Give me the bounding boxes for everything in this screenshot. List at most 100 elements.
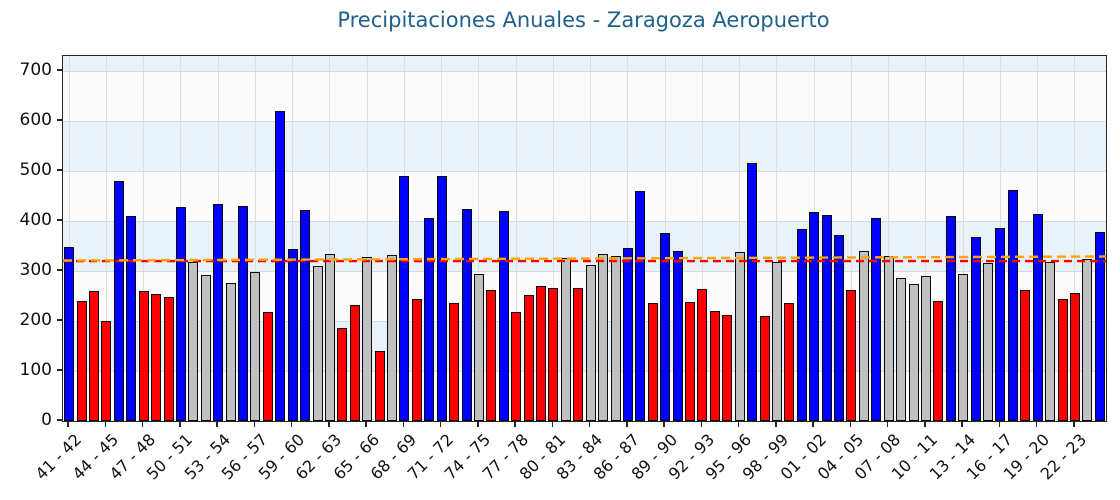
bar — [498, 210, 509, 421]
y-tick-label: 600 — [19, 110, 52, 130]
bar — [374, 350, 385, 421]
x-tick-mark — [1073, 422, 1075, 427]
bar — [871, 218, 882, 421]
bar — [660, 233, 671, 421]
bar — [200, 275, 211, 421]
y-tick-mark — [57, 269, 62, 271]
x-tick-mark — [775, 422, 777, 427]
background-band — [63, 371, 1106, 421]
bar — [362, 257, 373, 421]
y-tick-mark — [57, 219, 62, 221]
bar — [1094, 231, 1105, 421]
gridline-vertical — [105, 56, 107, 421]
chart-title: Precipitaciones Anuales - Zaragoza Aerop… — [337, 8, 830, 32]
y-tick-label: 200 — [19, 310, 52, 330]
y-tick-label: 400 — [19, 210, 52, 230]
bar — [163, 297, 174, 421]
x-tick-mark — [1035, 422, 1038, 427]
bar — [262, 311, 273, 421]
x-tick-mark — [402, 422, 405, 427]
bar — [809, 211, 820, 421]
bar — [747, 162, 758, 421]
bar — [511, 311, 522, 421]
background-band — [63, 321, 1106, 371]
x-tick-mark — [290, 422, 293, 427]
gridline-vertical — [850, 56, 852, 421]
bar — [486, 289, 497, 421]
gridline-horizontal — [63, 170, 1106, 172]
x-tick-mark — [961, 422, 963, 427]
y-tick-mark — [57, 69, 62, 71]
x-tick-mark — [179, 422, 181, 427]
bar — [250, 272, 261, 421]
gridline-vertical — [68, 56, 70, 421]
bar — [238, 206, 249, 421]
bar — [213, 203, 224, 421]
gridline-horizontal — [63, 270, 1106, 272]
bar — [275, 111, 286, 421]
gridline-horizontal — [63, 370, 1106, 372]
bar — [635, 191, 646, 421]
gridline-horizontal — [63, 120, 1106, 122]
x-tick-mark — [477, 422, 479, 427]
y-tick-label: 300 — [19, 260, 52, 280]
bar — [908, 284, 919, 421]
bar — [349, 304, 360, 421]
x-tick-mark — [812, 422, 814, 427]
bar — [449, 302, 460, 421]
bar — [64, 247, 75, 421]
background-band — [63, 121, 1106, 171]
gridline-vertical — [590, 56, 592, 421]
bar — [796, 229, 807, 421]
bar — [709, 310, 720, 421]
x-tick-mark — [439, 422, 442, 427]
bar — [1007, 190, 1018, 421]
bar — [958, 274, 969, 421]
y-tick-mark — [57, 369, 62, 371]
gridline-vertical — [962, 56, 964, 421]
bar — [672, 250, 683, 421]
gridline-vertical — [478, 56, 480, 421]
gridline-horizontal — [63, 70, 1106, 72]
y-tick-mark — [57, 419, 62, 421]
x-tick-mark — [104, 422, 107, 427]
background-band — [63, 221, 1106, 271]
bar — [436, 176, 447, 421]
x-tick-mark — [253, 422, 256, 427]
bar — [138, 291, 149, 421]
background-band — [63, 271, 1106, 321]
x-tick-mark — [328, 422, 330, 427]
bar — [1045, 261, 1056, 421]
y-tick-mark — [57, 119, 62, 121]
y-tick-label: 500 — [19, 160, 52, 180]
gridline-vertical — [515, 56, 517, 421]
bar — [685, 301, 696, 421]
bar — [995, 228, 1006, 421]
bar — [312, 266, 323, 421]
bar — [834, 234, 845, 421]
x-tick-mark — [849, 422, 852, 427]
bar — [734, 251, 745, 421]
bar — [1020, 289, 1031, 421]
bar — [411, 298, 422, 421]
bar — [473, 274, 484, 421]
bar — [387, 255, 398, 421]
bar — [610, 256, 621, 421]
x-tick-mark — [67, 422, 69, 427]
bar — [647, 303, 658, 421]
y-tick-label: 100 — [19, 360, 52, 380]
bar — [598, 254, 609, 421]
bar — [933, 301, 944, 421]
background-band — [63, 171, 1106, 221]
x-tick-mark — [626, 422, 628, 427]
gridline-vertical — [627, 56, 629, 421]
y-tick-mark — [57, 319, 62, 321]
bar — [175, 207, 186, 421]
plot-area: WWW.EMBALSES.NET Mediana: 319.80 Tendenc… — [62, 55, 1107, 422]
background-band — [63, 71, 1106, 121]
gridline-vertical — [366, 56, 368, 421]
background-band — [63, 56, 1106, 71]
bar — [970, 236, 981, 421]
bar — [151, 293, 162, 421]
